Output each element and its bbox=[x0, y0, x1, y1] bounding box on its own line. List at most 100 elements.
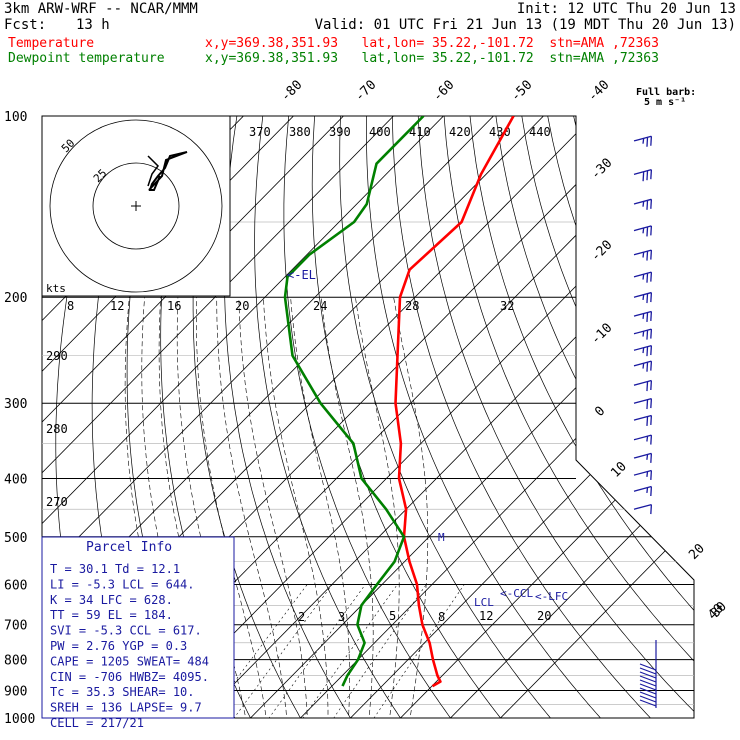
mixing-ratio-label: 16 bbox=[167, 299, 181, 313]
wind-barb-flag bbox=[646, 273, 649, 283]
dewpoint-legend-label: Dewpoint temperature bbox=[8, 51, 165, 66]
wind-barb bbox=[633, 360, 653, 372]
wind-barb bbox=[633, 344, 653, 357]
wind-barb-flag bbox=[650, 292, 653, 303]
wind-barb-half-flag bbox=[642, 313, 645, 319]
mixing-ratio-label: 3 bbox=[338, 610, 345, 624]
wind-barb bbox=[639, 695, 657, 703]
wind-barb bbox=[633, 452, 653, 463]
parcel-info-title: Parcel Info bbox=[86, 540, 172, 555]
wind-barb-staff bbox=[633, 135, 652, 142]
full-barb-unit: 5 m s⁻¹ bbox=[644, 97, 686, 108]
wind-barb-half-flag bbox=[646, 471, 649, 477]
parcel-info-row: CELL = 217/21 bbox=[50, 716, 144, 730]
lcl-marker: LCL bbox=[474, 596, 494, 609]
pressure-tick-label: 300 bbox=[4, 397, 27, 412]
wind-barb bbox=[639, 691, 657, 699]
isotherm-label: -70 bbox=[352, 78, 379, 105]
parcel-info-panel bbox=[41, 536, 235, 719]
wind-barb-flag bbox=[650, 250, 653, 260]
wind-barb-flag bbox=[646, 399, 649, 410]
wind-barb-half-flag bbox=[642, 274, 645, 280]
parcel-info-row: CAPE = 1205 SWEAT= 484 bbox=[50, 654, 209, 668]
wind-barb-flag bbox=[650, 272, 653, 282]
dry-adiabat-line bbox=[521, 116, 694, 718]
dry-adiabat-line bbox=[339, 116, 562, 718]
wind-barb bbox=[633, 503, 653, 515]
wind-barb-flag bbox=[646, 381, 649, 392]
dry-adiabat-line bbox=[676, 116, 694, 718]
dry-adiabat-line bbox=[469, 116, 694, 718]
wind-barb-half-flag bbox=[642, 138, 645, 144]
isotherm-line bbox=[337, 116, 694, 718]
dry-adiabat-line bbox=[283, 116, 461, 718]
forecast-hour: 13 h bbox=[76, 17, 110, 33]
temperature-profile-line bbox=[394, 116, 515, 688]
wind-barb-flag bbox=[646, 137, 649, 147]
dewpoint-location: x,y=369.38,351.93 lat,lon= 35.22,-101.72… bbox=[205, 51, 659, 66]
wind-barb-half-flag bbox=[642, 294, 645, 301]
el-marker: <-EL bbox=[287, 268, 316, 282]
wind-barb-half-flag bbox=[646, 454, 649, 460]
valid-time: Valid: 01 UTC Fri 21 Jun 13 (19 MDT Thu … bbox=[314, 17, 736, 33]
wind-barb-staff bbox=[633, 328, 652, 335]
moist-adiabat-line bbox=[355, 297, 400, 718]
melting-level-marker: M bbox=[438, 531, 445, 544]
isotherm-line bbox=[487, 116, 694, 718]
pressure-tick-label: 1000 bbox=[4, 712, 35, 727]
isotherm-label: -60 bbox=[430, 78, 457, 105]
theta-label: 400 bbox=[369, 125, 391, 139]
isotherm-line bbox=[437, 116, 694, 718]
moist-adiabat-line bbox=[320, 297, 374, 718]
dry-adiabat-line bbox=[391, 116, 663, 718]
moist-adiabat-line bbox=[263, 297, 329, 718]
mixing-ratio-label: 2 bbox=[298, 610, 305, 624]
parcel-info-row: TT = 59 EL = 184. bbox=[50, 608, 173, 622]
wind-barb-staff bbox=[633, 485, 652, 492]
wind-barb-half-flag bbox=[642, 363, 645, 369]
wind-barb-staff bbox=[633, 169, 652, 175]
wind-barb bbox=[633, 225, 653, 237]
wind-barb-flag bbox=[646, 416, 649, 426]
moist-adiabat-line bbox=[216, 297, 289, 718]
ccl-marker: <-CCL bbox=[500, 587, 533, 600]
wind-barb-staff bbox=[633, 344, 652, 351]
lfc-marker: <-LFC bbox=[535, 590, 568, 603]
dry-adiabat-line bbox=[192, 116, 309, 718]
pressure-tick-label: 600 bbox=[4, 578, 27, 593]
dry-adiabat-line bbox=[417, 116, 694, 718]
wind-barb-flag bbox=[650, 486, 653, 497]
wind-barb bbox=[639, 671, 657, 679]
wind-barb-flag bbox=[650, 329, 653, 339]
wind-barb-flag bbox=[650, 415, 653, 425]
wind-barb bbox=[639, 675, 657, 683]
wind-barb-flag bbox=[646, 330, 649, 340]
pressure-tick-label: 200 bbox=[4, 291, 27, 306]
mixing-ratio-line bbox=[365, 584, 465, 718]
wind-barb-half-flag bbox=[646, 487, 649, 493]
wind-barb bbox=[639, 687, 657, 695]
pressure-tick-label: 800 bbox=[4, 654, 27, 669]
wind-barb bbox=[639, 667, 657, 675]
wind-barb-flag bbox=[646, 170, 649, 181]
parcel-info-row: LI = -5.3 LCL = 644. bbox=[50, 577, 195, 591]
mixing-ratio-label: 24 bbox=[313, 299, 327, 313]
wind-barb-flag bbox=[650, 435, 653, 445]
mixing-ratio-label: 28 bbox=[405, 299, 419, 313]
wind-barb-flag bbox=[650, 504, 653, 515]
wind-barb-staff bbox=[633, 310, 652, 317]
moist-adiabat-line bbox=[238, 297, 309, 718]
dry-adiabat-line bbox=[703, 116, 740, 731]
dry-adiabat-line bbox=[443, 116, 694, 718]
isotherm-label: -80 bbox=[278, 78, 305, 105]
mixing-ratio-label: 32 bbox=[500, 299, 514, 313]
parcel-info-row: T = 30.1 Td = 12.1 bbox=[50, 562, 180, 576]
temperature-location: x,y=369.38,351.93 lat,lon= 35.22,-101.72… bbox=[205, 36, 659, 51]
theta-label: 370 bbox=[249, 125, 271, 139]
wind-barb bbox=[633, 397, 653, 410]
parcel-info-row: SVI = -5.3 CCL = 617. bbox=[50, 624, 202, 638]
wind-barb bbox=[633, 379, 653, 392]
wind-barb-staff bbox=[633, 249, 652, 256]
theta-label: 420 bbox=[449, 125, 471, 139]
theta-label: 380 bbox=[289, 125, 311, 139]
